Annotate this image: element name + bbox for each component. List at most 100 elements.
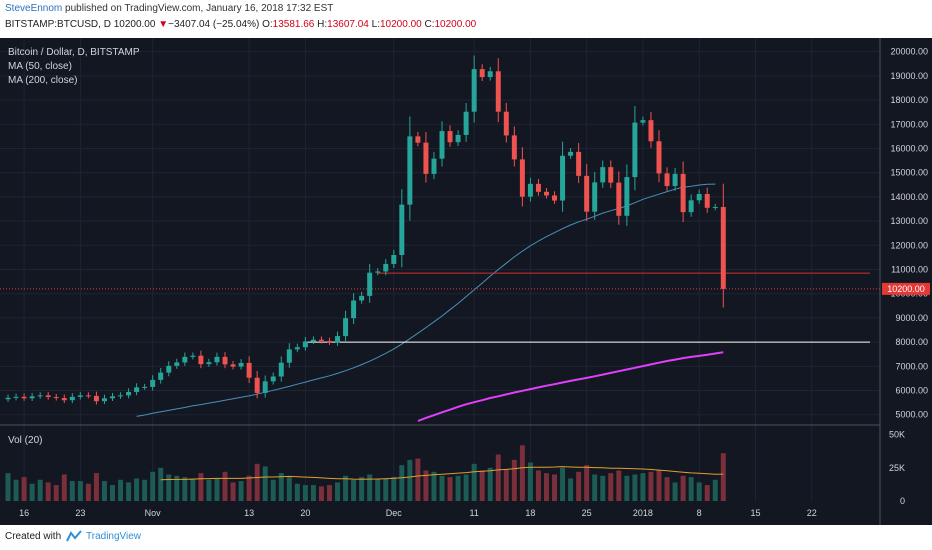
volume-bar	[535, 470, 541, 501]
candle-body	[640, 120, 646, 123]
time-tick-label: 18	[525, 508, 535, 518]
volume-bar	[576, 471, 582, 501]
volume-bar	[479, 470, 485, 501]
volume-bar	[664, 477, 670, 501]
volume-bar	[190, 478, 196, 501]
candle-body	[214, 356, 220, 363]
candle-body	[142, 386, 148, 388]
candle-body	[61, 398, 67, 401]
tradingview-logo-icon	[66, 530, 82, 542]
price-tick-label: 8000.00	[895, 337, 928, 347]
close-value: 10200.00	[434, 19, 477, 30]
ma50-path	[136, 183, 716, 417]
horizontal-lines	[0, 272, 880, 343]
volume-bar	[318, 486, 324, 501]
tradingview-brand[interactable]: TradingView	[86, 531, 142, 542]
price-tick-label: 20000.00	[890, 47, 928, 57]
candle-body	[431, 158, 437, 174]
candle-body	[351, 300, 357, 319]
candle-body	[439, 131, 445, 159]
volume-bar	[327, 485, 332, 501]
ma200-path	[417, 351, 724, 422]
volume-bar	[101, 481, 107, 501]
candle-body	[367, 272, 373, 296]
candle-body	[206, 362, 212, 365]
volume-bar	[375, 478, 381, 501]
publish-info: SteveEnnom published on TradingView.com,…	[5, 3, 333, 14]
candle-body	[423, 142, 429, 174]
created-with-text: Created with	[5, 531, 62, 542]
candle-body	[487, 71, 493, 78]
time-tick-label: 23	[75, 508, 85, 518]
time-tick-label: 11	[469, 508, 478, 518]
volume-bar	[21, 477, 27, 501]
volume-tick-label: 0	[900, 496, 905, 506]
time-tick-label: 2018	[633, 508, 653, 518]
chart-area[interactable]: 5000.006000.007000.008000.009000.0010000…	[0, 38, 932, 525]
volume-bar	[487, 467, 493, 501]
volume-bar	[198, 473, 204, 501]
candle-body	[126, 391, 132, 396]
volume-bar	[696, 482, 702, 501]
volume-bar	[471, 463, 477, 501]
candle-body	[624, 177, 630, 216]
candle-body	[600, 167, 606, 183]
candle-body	[576, 151, 582, 176]
volume-bar	[118, 479, 124, 501]
candle-body	[535, 183, 541, 192]
candle-body	[21, 396, 27, 399]
candle-body	[5, 397, 11, 400]
candle-body	[238, 362, 244, 367]
candle-body	[455, 134, 461, 143]
volume-bar	[230, 482, 236, 501]
candle-body	[463, 111, 469, 135]
volume-bar	[174, 475, 180, 501]
volume-bar	[399, 465, 405, 501]
volume-bar	[439, 475, 445, 501]
price-tick-label: 12000.00	[890, 240, 928, 250]
price-tick-label: 14000.00	[890, 192, 928, 202]
candle-body	[246, 362, 252, 378]
candle-body	[166, 365, 172, 373]
candle-body	[359, 295, 365, 301]
candle-body	[286, 349, 292, 363]
time-tick-label: 8	[697, 508, 702, 518]
candle-body	[584, 175, 590, 212]
chart-title: Bitcoin / Dollar, D, BITSTAMP	[8, 47, 140, 58]
candle-body	[399, 204, 405, 255]
candle-body	[327, 340, 332, 343]
volume-legend: Vol (20)	[8, 435, 42, 446]
published-text: published on TradingView.com, January 16…	[65, 3, 334, 14]
price-tick-label: 6000.00	[895, 386, 928, 396]
footer: Created with TradingView	[0, 525, 932, 550]
volume-bar	[134, 478, 140, 501]
chart-svg[interactable]: 5000.006000.007000.008000.009000.0010000…	[0, 38, 932, 525]
volume-bar	[455, 475, 461, 501]
candle-body	[302, 341, 308, 348]
candle-body	[69, 396, 75, 401]
price-tick-label: 5000.00	[895, 410, 928, 420]
time-tick-label: 15	[750, 508, 760, 518]
volume-tick-label: 25K	[889, 463, 905, 473]
last-price-badge-text: 10200.00	[887, 284, 925, 294]
volume-bar	[158, 467, 164, 501]
last-price-text: 10200.00	[113, 19, 156, 30]
volume-bar	[343, 475, 349, 501]
volume-bar	[704, 485, 710, 501]
volume-bar	[391, 477, 397, 501]
author-link[interactable]: SteveEnnom	[5, 3, 63, 14]
volume-bar	[150, 471, 156, 501]
volume-bar	[608, 473, 614, 501]
candle-body	[13, 396, 19, 398]
time-tick-label: 22	[807, 508, 817, 518]
high-value: 13607.04	[327, 19, 369, 30]
volume-bar	[262, 466, 268, 501]
volume-axis-labels: 0 25K 50K	[889, 430, 905, 506]
candle-body	[680, 173, 686, 213]
open-label: O:	[262, 19, 273, 30]
volume-bar	[632, 474, 638, 501]
volume-bar	[423, 470, 429, 501]
candle-body	[158, 372, 164, 380]
change-arrow-icon: ▼	[158, 19, 169, 30]
volume-bar	[359, 477, 365, 501]
